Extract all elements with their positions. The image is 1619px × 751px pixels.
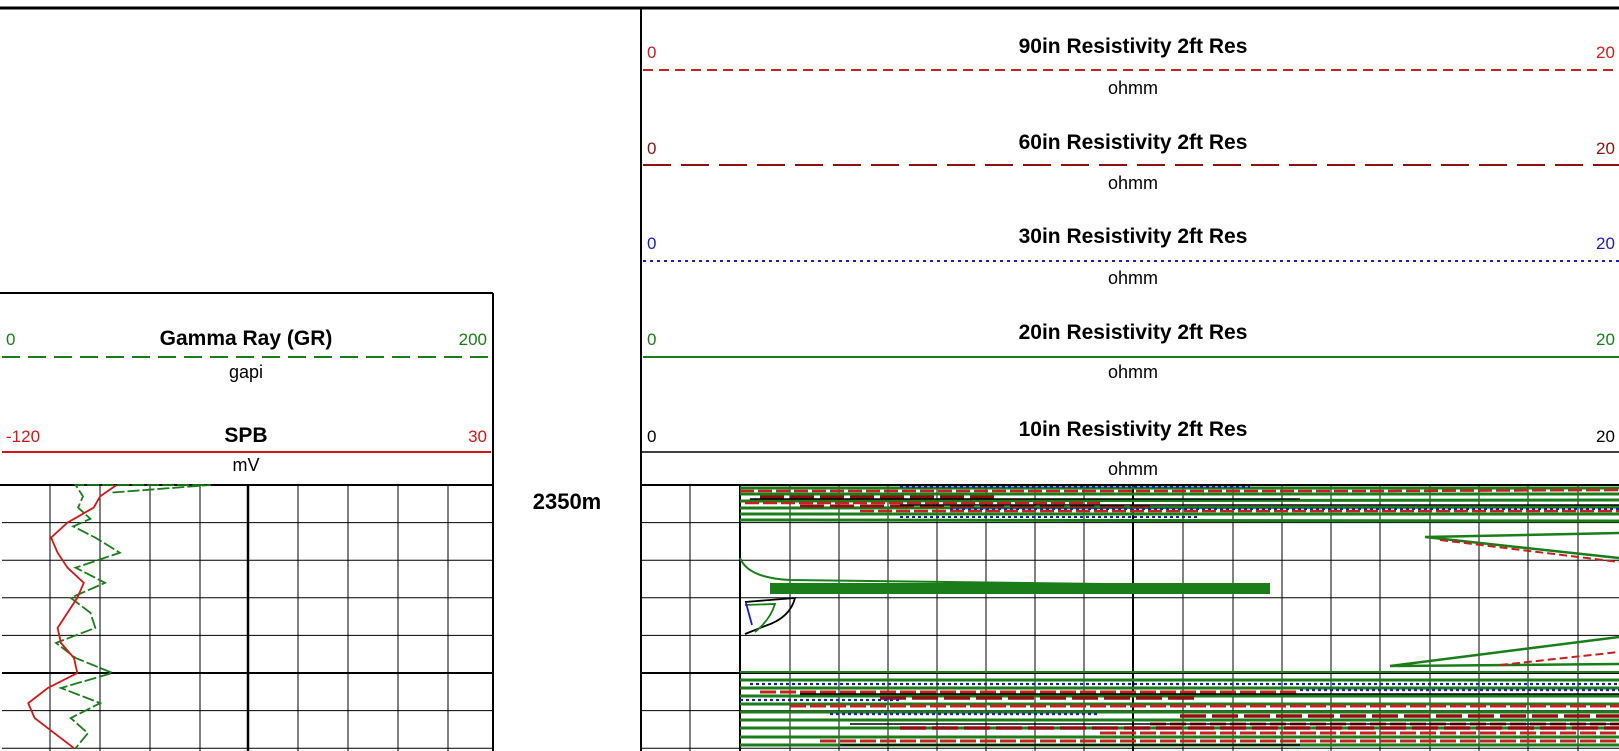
gr-scale-left: 0 (6, 330, 15, 349)
res-spike-1 (1424, 531, 1619, 560)
track-1-header: 0 Gamma Ray (GR) 200 gapi -120 SPB 30 mV (2, 327, 491, 475)
res10-title: 10in Resistivity 2ft Res (1019, 418, 1248, 441)
res-spike-1b (1439, 539, 1619, 563)
track-2-header: 0 90in Resistivity 2ft Res 20 ohmm 0 60i… (643, 35, 1619, 479)
spb-scale-right: 30 (468, 427, 487, 446)
gr-title: Gamma Ray (GR) (160, 327, 333, 350)
res-upper-band (739, 486, 1619, 523)
res-small-wiggle-blue (745, 602, 753, 626)
res-left-edge-curve (739, 557, 1261, 587)
spb-curve (27, 484, 118, 749)
res90-title: 90in Resistivity 2ft Res (1019, 35, 1248, 58)
frame (0, 6, 1619, 751)
res10-band-lower (800, 693, 1619, 746)
res-spike-2b (1499, 651, 1619, 666)
res20-title: 20in Resistivity 2ft Res (1019, 321, 1248, 344)
res60-unit: ohmm (1108, 173, 1158, 193)
res90-scale-left: 0 (647, 43, 656, 62)
gr-scale-right: 200 (459, 330, 487, 349)
res60-band-lower (880, 696, 1619, 730)
res30-scale-left: 0 (647, 234, 656, 253)
res-small-wiggle-green (744, 603, 777, 633)
res30-band-upper (900, 486, 1619, 518)
gr-unit: gapi (229, 362, 263, 382)
res10-scale-left: 0 (647, 427, 656, 446)
res10-scale-right: 20 (1596, 427, 1615, 446)
res30-band-lower (740, 682, 1619, 716)
res90-band-upper (740, 488, 1619, 513)
spb-scale-left: -120 (6, 427, 40, 446)
gr-curve (54, 484, 211, 749)
res-small-wiggle (744, 597, 797, 635)
res90-scale-right: 20 (1596, 43, 1615, 62)
res-spike-2 (1389, 635, 1619, 668)
res30-unit: ohmm (1108, 268, 1158, 288)
res10-unit: ohmm (1108, 459, 1158, 479)
res30-scale-right: 20 (1596, 234, 1615, 253)
track-1-curves (27, 484, 211, 749)
res-lower-band (740, 678, 1619, 747)
depth-label: 2350m (533, 489, 602, 514)
res60-scale-left: 0 (647, 139, 656, 158)
track-2-curves (739, 486, 1619, 747)
res90-unit: ohmm (1108, 78, 1158, 98)
res60-title: 60in Resistivity 2ft Res (1019, 131, 1248, 154)
spb-title: SPB (224, 424, 267, 447)
spb-unit: mV (233, 455, 260, 475)
res60-band-upper (760, 495, 1150, 508)
res20-band-upper (739, 486, 1619, 523)
res20-unit: ohmm (1108, 362, 1158, 382)
res10-band-upper (750, 498, 1619, 506)
res30-title: 30in Resistivity 2ft Res (1019, 225, 1248, 248)
res-thick-band (770, 583, 1270, 594)
res20-scale-right: 20 (1596, 330, 1615, 349)
res20-scale-left: 0 (647, 330, 656, 349)
res60-scale-right: 20 (1596, 139, 1615, 158)
